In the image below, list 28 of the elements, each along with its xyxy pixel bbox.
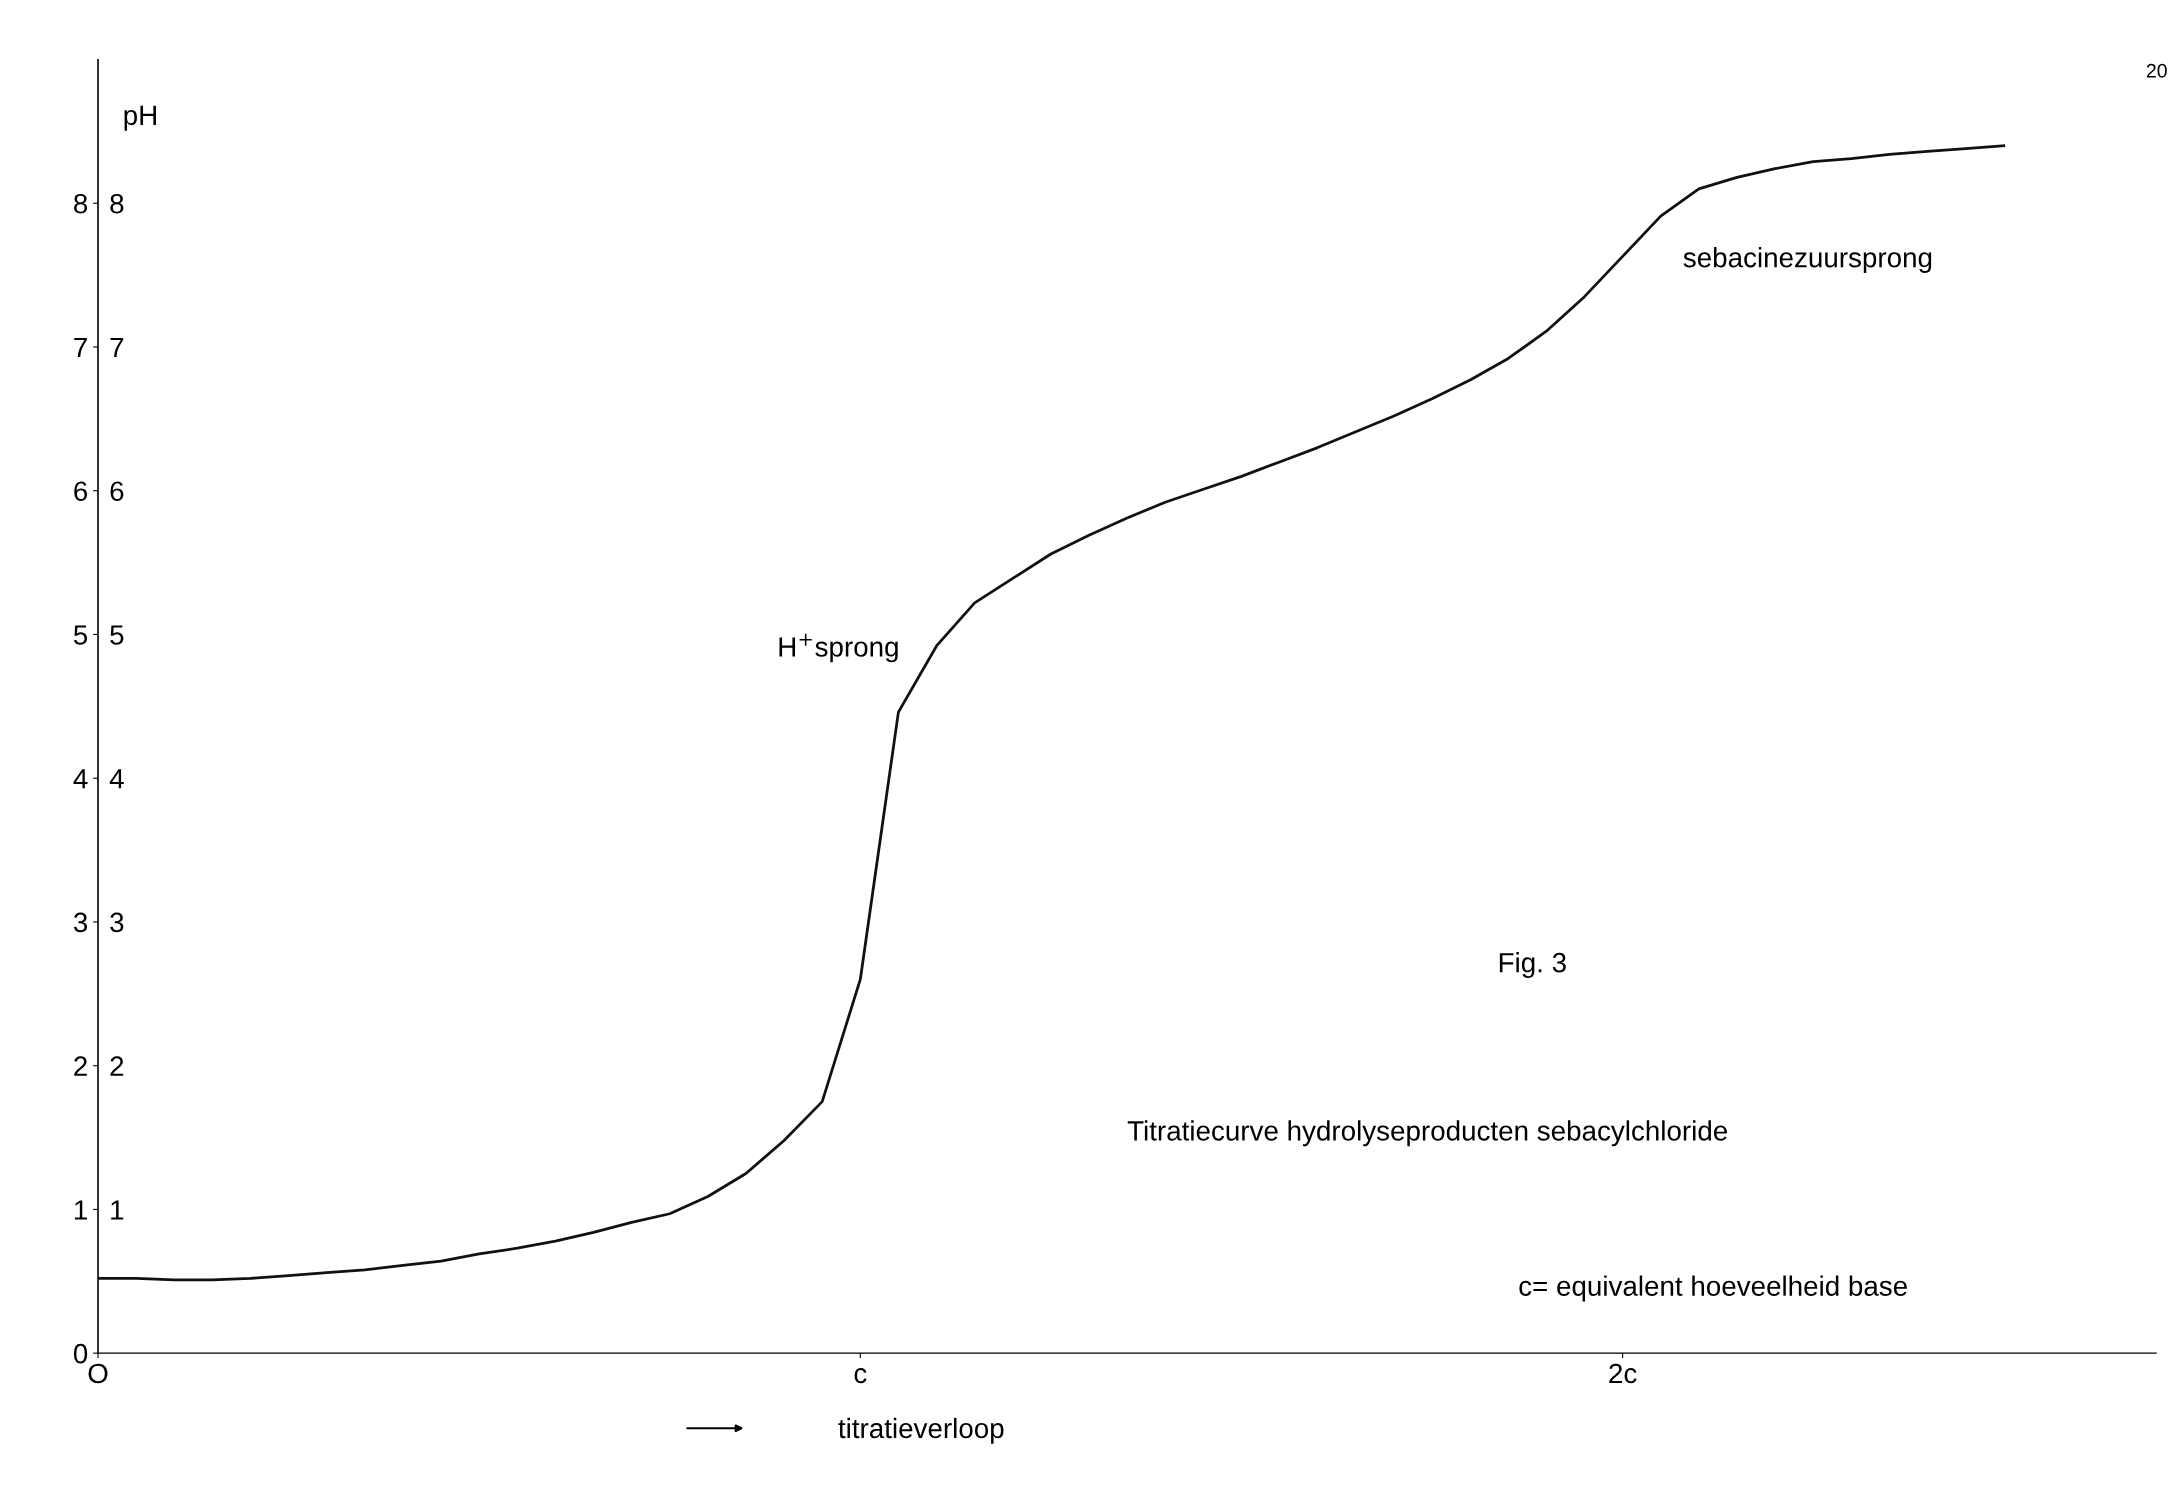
- y-tick-label: 4: [73, 769, 88, 789]
- x-tick-label: 2c: [1609, 1363, 1637, 1384]
- y2-tick-label: 4: [109, 769, 124, 789]
- y2-tick-label: 8: [110, 193, 124, 214]
- y2-tick-label: 5: [110, 625, 124, 645]
- y-tick-label: 3: [73, 912, 88, 933]
- x-tick-label: c: [854, 1368, 867, 1384]
- annotation: H$^{+}$sprong: [779, 633, 898, 663]
- y2-tick-label: 7: [110, 337, 124, 358]
- annotation: sebacinezuursprong: [1683, 247, 1932, 273]
- x-axis-title: titratieverloop: [838, 1417, 1004, 1444]
- annotation: c= equivalent hoeveelheid base: [1519, 1275, 1907, 1302]
- y2-tick-label: 6: [110, 481, 124, 502]
- y-tick-label: 1: [74, 1200, 87, 1220]
- y-tick-label: 5: [73, 625, 88, 645]
- annotation: Titratiecurve hydrolyseproducten sebacylchloride: [1127, 1120, 1727, 1147]
- annotation: 20: [2146, 63, 2167, 78]
- y2-axis-title: pH: [124, 105, 156, 131]
- y2-tick-label: 2: [110, 1056, 124, 1076]
- y-tick-label: 7: [74, 337, 87, 358]
- x-tick-label: O: [88, 1363, 108, 1384]
- y-tick-label: 6: [74, 481, 88, 502]
- y-tick-label: 8: [74, 193, 88, 214]
- annotation: Fig. 3: [1499, 952, 1566, 979]
- y-tick-label: 0: [73, 1343, 88, 1364]
- y2-tick-label: 1: [111, 1200, 124, 1220]
- y2-tick-label: 3: [110, 912, 124, 933]
- y-tick-label: 2: [74, 1056, 87, 1076]
